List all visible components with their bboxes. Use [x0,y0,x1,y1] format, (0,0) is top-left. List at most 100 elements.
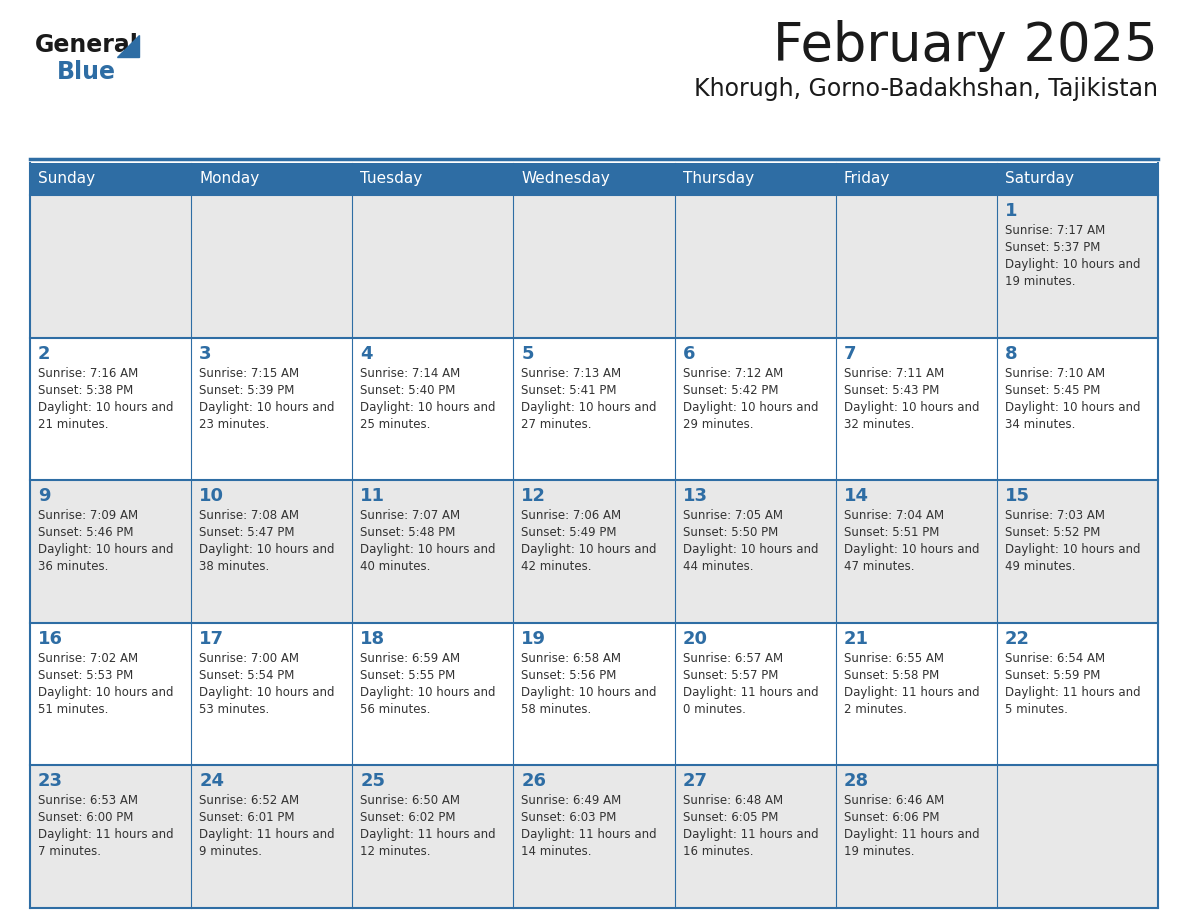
Text: Daylight: 10 hours and: Daylight: 10 hours and [200,686,335,699]
Text: Khorugh, Gorno-Badakhshan, Tajikistan: Khorugh, Gorno-Badakhshan, Tajikistan [694,77,1158,101]
Text: 49 minutes.: 49 minutes. [1005,560,1075,573]
Bar [30,338,1158,480]
Text: 36 minutes.: 36 minutes. [38,560,108,573]
Text: 19 minutes.: 19 minutes. [1005,275,1075,288]
Text: Sunset: 6:00 PM: Sunset: 6:00 PM [38,812,133,824]
Text: Sunrise: 7:07 AM: Sunrise: 7:07 AM [360,509,461,522]
Text: Daylight: 10 hours and: Daylight: 10 hours and [522,400,657,414]
Text: Friday: Friday [843,172,890,186]
Text: Sunset: 5:55 PM: Sunset: 5:55 PM [360,669,455,682]
Text: Sunset: 5:46 PM: Sunset: 5:46 PM [38,526,133,539]
Text: Sunset: 5:48 PM: Sunset: 5:48 PM [360,526,456,539]
Text: Daylight: 11 hours and: Daylight: 11 hours and [522,828,657,842]
Text: Sunday: Sunday [38,172,95,186]
Text: Daylight: 10 hours and: Daylight: 10 hours and [200,400,335,414]
Text: Sunset: 5:42 PM: Sunset: 5:42 PM [683,384,778,397]
Text: Sunset: 6:06 PM: Sunset: 6:06 PM [843,812,940,824]
Text: Daylight: 10 hours and: Daylight: 10 hours and [1005,400,1140,414]
Text: 9: 9 [38,487,51,505]
Bar [30,480,1158,622]
Text: Sunrise: 7:13 AM: Sunrise: 7:13 AM [522,366,621,380]
Text: Blue: Blue [57,60,116,84]
Text: Sunrise: 6:46 AM: Sunrise: 6:46 AM [843,794,944,808]
Text: 23 minutes.: 23 minutes. [200,418,270,431]
Text: Daylight: 10 hours and: Daylight: 10 hours and [360,400,495,414]
Text: Sunrise: 7:11 AM: Sunrise: 7:11 AM [843,366,944,380]
Text: Sunset: 5:38 PM: Sunset: 5:38 PM [38,384,133,397]
Text: 38 minutes.: 38 minutes. [200,560,270,573]
Text: Daylight: 11 hours and: Daylight: 11 hours and [360,828,495,842]
Text: Daylight: 10 hours and: Daylight: 10 hours and [683,543,819,556]
Text: Sunset: 5:49 PM: Sunset: 5:49 PM [522,526,617,539]
Text: Sunrise: 6:59 AM: Sunrise: 6:59 AM [360,652,461,665]
Text: 58 minutes.: 58 minutes. [522,703,592,716]
Text: 20: 20 [683,630,708,648]
Text: 7: 7 [843,344,857,363]
Text: Sunrise: 7:14 AM: Sunrise: 7:14 AM [360,366,461,380]
Text: Daylight: 10 hours and: Daylight: 10 hours and [843,543,979,556]
Text: 25 minutes.: 25 minutes. [360,418,431,431]
Text: Daylight: 11 hours and: Daylight: 11 hours and [843,686,979,699]
Text: Sunrise: 7:12 AM: Sunrise: 7:12 AM [683,366,783,380]
Text: Sunset: 6:03 PM: Sunset: 6:03 PM [522,812,617,824]
Text: Daylight: 11 hours and: Daylight: 11 hours and [200,828,335,842]
Text: 7 minutes.: 7 minutes. [38,845,101,858]
Text: Sunset: 5:50 PM: Sunset: 5:50 PM [683,526,778,539]
Text: Daylight: 10 hours and: Daylight: 10 hours and [522,686,657,699]
Text: Daylight: 10 hours and: Daylight: 10 hours and [843,400,979,414]
Text: Sunset: 5:53 PM: Sunset: 5:53 PM [38,669,133,682]
Text: Sunrise: 6:48 AM: Sunrise: 6:48 AM [683,794,783,808]
Text: 53 minutes.: 53 minutes. [200,703,270,716]
Text: Sunrise: 7:03 AM: Sunrise: 7:03 AM [1005,509,1105,522]
Bar [30,163,1158,195]
Text: 17: 17 [200,630,225,648]
Text: 27: 27 [683,772,708,790]
Text: 19 minutes.: 19 minutes. [843,845,915,858]
Text: Sunset: 5:47 PM: Sunset: 5:47 PM [200,526,295,539]
Text: Sunrise: 7:09 AM: Sunrise: 7:09 AM [38,509,138,522]
Text: Sunset: 5:51 PM: Sunset: 5:51 PM [843,526,939,539]
Text: 5 minutes.: 5 minutes. [1005,703,1068,716]
Text: 15: 15 [1005,487,1030,505]
Text: 18: 18 [360,630,385,648]
Text: Sunset: 5:45 PM: Sunset: 5:45 PM [1005,384,1100,397]
Text: Daylight: 10 hours and: Daylight: 10 hours and [1005,543,1140,556]
Text: 5: 5 [522,344,533,363]
Text: Sunrise: 7:02 AM: Sunrise: 7:02 AM [38,652,138,665]
Text: 42 minutes.: 42 minutes. [522,560,592,573]
Text: Sunset: 5:40 PM: Sunset: 5:40 PM [360,384,456,397]
Text: Sunrise: 7:05 AM: Sunrise: 7:05 AM [683,509,783,522]
Text: 40 minutes.: 40 minutes. [360,560,431,573]
Bar [30,766,1158,908]
Text: 6: 6 [683,344,695,363]
Text: 44 minutes.: 44 minutes. [683,560,753,573]
Text: Sunset: 5:39 PM: Sunset: 5:39 PM [200,384,295,397]
Text: Sunset: 5:43 PM: Sunset: 5:43 PM [843,384,939,397]
Text: Sunset: 6:05 PM: Sunset: 6:05 PM [683,812,778,824]
Text: Sunrise: 6:57 AM: Sunrise: 6:57 AM [683,652,783,665]
Text: 29 minutes.: 29 minutes. [683,418,753,431]
Text: Daylight: 10 hours and: Daylight: 10 hours and [38,400,173,414]
Text: Sunrise: 7:17 AM: Sunrise: 7:17 AM [1005,224,1105,237]
Text: 0 minutes.: 0 minutes. [683,703,745,716]
Text: 23: 23 [38,772,63,790]
Text: 34 minutes.: 34 minutes. [1005,418,1075,431]
Text: 21: 21 [843,630,868,648]
Text: Sunrise: 7:10 AM: Sunrise: 7:10 AM [1005,366,1105,380]
Text: 2 minutes.: 2 minutes. [843,703,906,716]
Text: 10: 10 [200,487,225,505]
Text: Daylight: 11 hours and: Daylight: 11 hours and [683,686,819,699]
Text: 25: 25 [360,772,385,790]
Text: Monday: Monday [200,172,259,186]
Text: 32 minutes.: 32 minutes. [843,418,914,431]
Bar [30,195,1158,338]
Text: 13: 13 [683,487,708,505]
Text: General: General [34,33,139,57]
Text: Sunrise: 6:50 AM: Sunrise: 6:50 AM [360,794,460,808]
Text: Sunrise: 6:54 AM: Sunrise: 6:54 AM [1005,652,1105,665]
Text: Sunrise: 7:06 AM: Sunrise: 7:06 AM [522,509,621,522]
Text: Sunrise: 7:04 AM: Sunrise: 7:04 AM [843,509,943,522]
Text: 16 minutes.: 16 minutes. [683,845,753,858]
Text: Sunset: 5:52 PM: Sunset: 5:52 PM [1005,526,1100,539]
Text: Daylight: 10 hours and: Daylight: 10 hours and [200,543,335,556]
